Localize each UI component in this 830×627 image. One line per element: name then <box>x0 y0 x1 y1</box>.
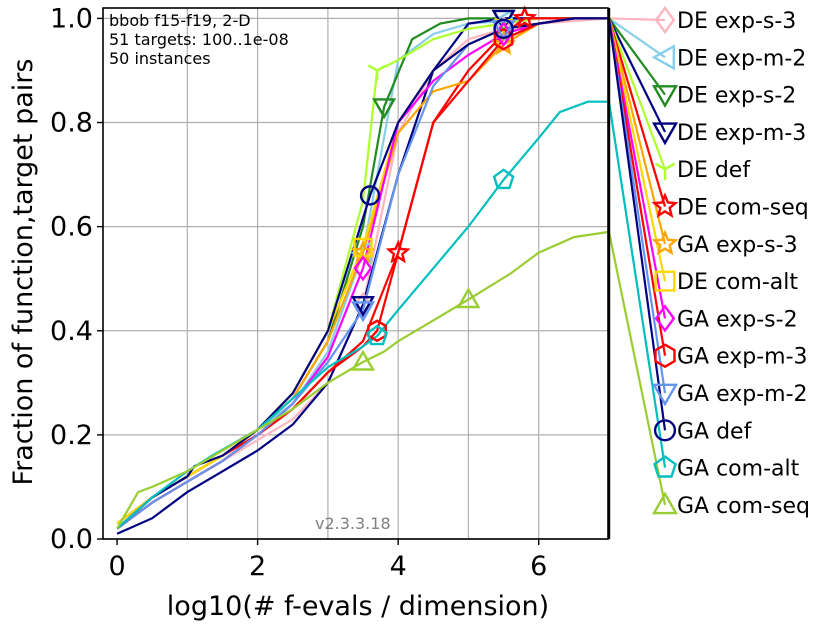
series-marker-ga-exp-m-3 <box>367 319 387 343</box>
legend-marker-de-com-seq <box>651 192 679 218</box>
series-line-ga-def <box>116 17 609 530</box>
series-marker-ga-com-seq <box>456 287 481 309</box>
series-marker-ga-def <box>493 18 514 40</box>
legend-marker-de-exp-s-3 <box>654 5 676 35</box>
series-connector-ga-com-seq <box>607 231 667 506</box>
y-tick-label: 0.8 <box>50 108 93 139</box>
grid <box>103 8 609 540</box>
series-marker-de-com-seq <box>385 239 411 264</box>
series-connector-ga-com-alt <box>607 101 667 468</box>
legend-marker-ga-def <box>653 419 677 442</box>
legend-label-ga-exp-s-3: GA exp-s-3 <box>677 233 798 258</box>
y-tick-label: 0.2 <box>50 420 93 451</box>
legend-marker-ga-com-seq <box>651 491 679 515</box>
legend-label-de-exp-s-2: DE exp-s-2 <box>677 84 796 109</box>
series-marker-de-exp-m-3 <box>350 296 376 318</box>
legend-marker-ga-exp-s-3 <box>651 229 679 256</box>
series-connector-ga-exp-s-3 <box>607 18 667 245</box>
legend-marker-ga-exp-s-2 <box>654 304 676 333</box>
series-marker-ga-exp-m-2 <box>350 301 376 323</box>
y-axis-title: Fraction of function,target pairs <box>8 59 39 486</box>
legend-label-de-exp-s-3: DE exp-s-3 <box>677 9 796 34</box>
legend-marker-de-exp-m-2 <box>651 44 675 71</box>
series-line-ga-com-seq <box>116 230 610 530</box>
legend-label-ga-exp-s-2: GA exp-s-2 <box>677 307 798 332</box>
series-line-ga-exp-m-3 <box>116 17 609 530</box>
legend-marker-de-def <box>654 162 676 181</box>
series-marker-ga-com-alt <box>366 324 389 346</box>
info-line-2: 51 targets: 100..1e-08 <box>109 30 289 49</box>
series-line-de-exp-m-2 <box>116 17 609 530</box>
info-line-1: bbob f15-f19, 2-D <box>109 11 251 30</box>
legend-label-de-exp-m-2: DE exp-m-2 <box>677 46 806 71</box>
legend-marker-de-exp-m-3 <box>651 122 679 146</box>
series-connector-de-com-seq <box>607 18 667 207</box>
legend-label-de-exp-m-3: DE exp-m-3 <box>677 121 806 146</box>
x-axis-title: log10(# f-evals / dimension) <box>167 591 549 622</box>
series-connector-de-exp-s-2 <box>608 17 666 96</box>
x-tick-label: 2 <box>249 551 266 582</box>
legend-marker-ga-exp-m-3 <box>654 343 676 369</box>
series-line-de-exp-s-2 <box>116 17 609 530</box>
y-tick-label: 1.0 <box>50 3 93 34</box>
x-tick-label: 4 <box>390 551 407 582</box>
legend-label-ga-com-alt: GA com-alt <box>677 457 800 482</box>
y-tick-label: 0.4 <box>50 316 93 347</box>
legend-marker-de-com-alt <box>654 270 676 292</box>
legend-label-ga-exp-m-3: GA exp-m-3 <box>677 345 808 370</box>
series-marker-de-def <box>367 64 387 81</box>
series-lines <box>116 17 667 535</box>
legend: DE exp-s-3 DE exp-m-2 DE exp-s-2 DE exp-m-3… <box>651 5 810 519</box>
series-connector-de-def <box>607 18 667 170</box>
legend-label-ga-com-seq: GA com-seq <box>677 494 810 519</box>
series-marker-ga-exp-s-2 <box>353 255 373 282</box>
series-marker-de-com-seq <box>512 5 538 30</box>
legend-label-de-def: DE def <box>677 158 751 183</box>
series-marker-de-exp-s-2 <box>372 98 397 120</box>
series-connector-de-com-alt <box>607 18 667 282</box>
legend-marker-de-exp-s-2 <box>651 85 679 109</box>
series-connector-de-exp-m-2 <box>608 17 666 59</box>
legend-label-ga-def: GA def <box>677 419 753 444</box>
series-line-ga-exp-s-2 <box>116 17 609 530</box>
series-line-de-exp-s-3 <box>116 17 610 530</box>
y-tick-label: 0.0 <box>50 524 93 555</box>
x-tick-label: 0 <box>108 551 125 582</box>
series-line-de-def <box>116 17 609 530</box>
y-tick-label: 0.6 <box>50 212 93 243</box>
series-marker-ga-exp-m-2 <box>491 20 516 42</box>
series-marker-ga-def <box>359 185 381 206</box>
legend-marker-ga-exp-m-2 <box>651 383 679 407</box>
info-line-3: 50 instances <box>109 49 211 68</box>
series-line-de-exp-m-3 <box>116 17 609 535</box>
legend-label-de-com-seq: DE com-seq <box>677 196 809 221</box>
info-box: bbob f15-f19, 2-D 51 targets: 100..1e-08… <box>109 11 289 68</box>
version-label: v2.3.3.18 <box>315 514 391 533</box>
series-line-ga-exp-m-2 <box>116 17 609 530</box>
x-ticks: 0 2 4 6 <box>108 539 547 582</box>
x-tick-label: 6 <box>530 551 547 582</box>
legend-marker-ga-com-alt <box>653 455 677 478</box>
series-connector-de-exp-m-3 <box>608 17 666 133</box>
legend-label-ga-exp-m-2: GA exp-m-2 <box>677 382 808 407</box>
y-ticks: 0.0 0.2 0.4 0.6 0.8 1.0 <box>50 3 103 555</box>
series-marker-ga-com-seq <box>350 349 376 371</box>
series-marker-ga-com-alt <box>492 168 515 190</box>
series-markers <box>350 5 538 371</box>
legend-label-de-com-alt: DE com-alt <box>677 270 798 295</box>
